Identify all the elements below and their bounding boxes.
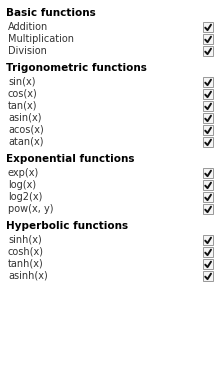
Text: Multiplication: Multiplication — [8, 34, 74, 44]
FancyBboxPatch shape — [203, 34, 213, 44]
FancyBboxPatch shape — [203, 113, 213, 123]
FancyBboxPatch shape — [203, 77, 213, 87]
Text: Hyperbolic functions: Hyperbolic functions — [6, 221, 128, 231]
FancyBboxPatch shape — [203, 247, 213, 257]
Text: tanh(x): tanh(x) — [8, 259, 44, 269]
Text: Basic functions: Basic functions — [6, 8, 96, 18]
FancyBboxPatch shape — [203, 46, 213, 56]
Text: Addition: Addition — [8, 22, 48, 32]
FancyBboxPatch shape — [203, 259, 213, 270]
Text: log2(x): log2(x) — [8, 192, 42, 202]
FancyBboxPatch shape — [203, 192, 213, 202]
Text: pow(x, y): pow(x, y) — [8, 204, 54, 214]
Text: acos(x): acos(x) — [8, 125, 44, 135]
Text: asin(x): asin(x) — [8, 113, 41, 123]
Text: cos(x): cos(x) — [8, 89, 38, 99]
FancyBboxPatch shape — [203, 90, 213, 99]
FancyBboxPatch shape — [203, 180, 213, 191]
Text: exp(x): exp(x) — [8, 168, 39, 178]
Text: cosh(x): cosh(x) — [8, 247, 44, 257]
FancyBboxPatch shape — [203, 271, 213, 281]
FancyBboxPatch shape — [203, 137, 213, 147]
FancyBboxPatch shape — [203, 125, 213, 135]
FancyBboxPatch shape — [203, 22, 213, 33]
Text: tan(x): tan(x) — [8, 101, 37, 111]
FancyBboxPatch shape — [203, 169, 213, 178]
FancyBboxPatch shape — [203, 101, 213, 112]
Text: Exponential functions: Exponential functions — [6, 154, 134, 164]
FancyBboxPatch shape — [203, 204, 213, 214]
FancyBboxPatch shape — [203, 235, 213, 245]
Text: sin(x): sin(x) — [8, 77, 35, 87]
Text: atan(x): atan(x) — [8, 137, 43, 147]
Text: Trigonometric functions: Trigonometric functions — [6, 63, 147, 73]
Text: asinh(x): asinh(x) — [8, 271, 48, 281]
Text: Division: Division — [8, 46, 47, 56]
Text: log(x): log(x) — [8, 180, 36, 190]
Text: sinh(x): sinh(x) — [8, 235, 42, 245]
